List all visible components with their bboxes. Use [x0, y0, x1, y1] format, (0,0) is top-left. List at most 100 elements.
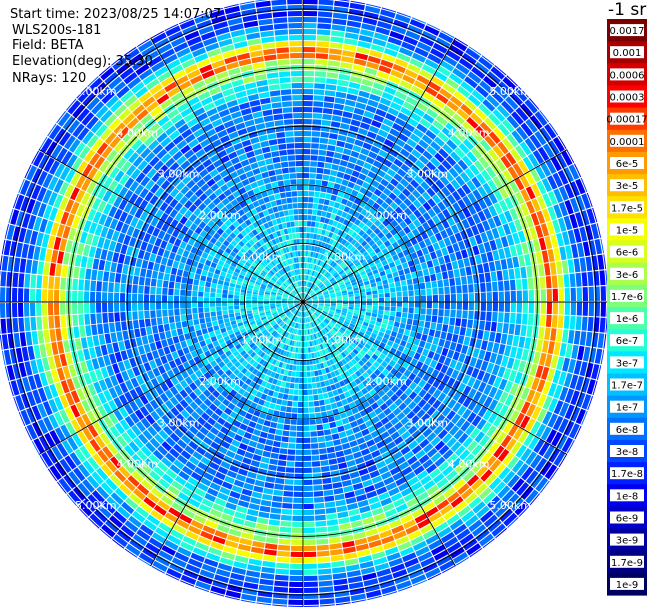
data-cell: [294, 302, 299, 304]
data-cell: [432, 294, 438, 302]
data-cell: [403, 226, 411, 235]
data-cell: [168, 507, 181, 518]
data-cell: [287, 345, 292, 352]
data-cell: [324, 295, 330, 298]
data-cell: [294, 300, 299, 302]
data-cell: [390, 306, 396, 312]
data-cell: [430, 141, 441, 152]
data-cell: [303, 306, 305, 311]
data-cell: [298, 317, 301, 323]
data-cell: [280, 329, 285, 335]
data-cell: [483, 351, 492, 362]
data-cell: [348, 253, 355, 259]
data-cell: [165, 410, 176, 421]
data-cell: [498, 378, 508, 391]
data-cell: [360, 473, 371, 482]
data-cell: [259, 310, 265, 314]
data-cell: [303, 359, 307, 365]
data-cell: [222, 289, 228, 295]
data-cell: [399, 256, 407, 264]
data-cell: [528, 436, 540, 450]
data-cell: [323, 429, 332, 436]
data-cell: [244, 346, 251, 353]
data-cell: [446, 541, 462, 554]
data-cell: [544, 354, 553, 368]
data-cell: [509, 245, 517, 257]
data-cell: [277, 460, 287, 467]
data-cell: [367, 171, 376, 179]
data-cell: [208, 368, 216, 376]
data-cell: [435, 179, 445, 190]
data-cell: [137, 249, 145, 259]
data-cell: [330, 548, 343, 556]
data-cell: [371, 313, 378, 318]
data-cell: [525, 375, 535, 389]
data-cell: [313, 271, 317, 277]
data-cell: [378, 331, 385, 338]
data-cell: [61, 327, 68, 340]
data-cell: [360, 292, 366, 296]
data-cell: [299, 311, 302, 317]
data-cell: [328, 331, 334, 337]
data-cell: [135, 337, 143, 347]
data-cell: [291, 371, 296, 377]
data-cell: [360, 167, 370, 176]
data-cell: [318, 580, 333, 587]
data-cell: [282, 430, 290, 437]
data-cell: [303, 112, 313, 119]
data-cell: [30, 230, 39, 245]
data-cell: [146, 269, 153, 278]
data-cell: [258, 302, 264, 305]
data-cell: [305, 287, 308, 293]
data-cell: [259, 431, 268, 439]
data-cell: [515, 191, 525, 205]
data-cell: [384, 421, 393, 430]
data-cell: [336, 140, 346, 148]
data-cell: [246, 304, 252, 308]
data-cell: [247, 339, 254, 346]
data-cell: [495, 159, 507, 172]
data-cell: [73, 326, 80, 339]
data-cell: [416, 123, 428, 134]
data-cell: [422, 201, 432, 211]
data-cell: [310, 328, 314, 334]
data-cell: [210, 306, 216, 312]
data-cell: [333, 578, 348, 586]
data-cell: [346, 162, 356, 170]
data-cell: [511, 130, 524, 144]
data-cell: [276, 299, 282, 301]
data-cell: [586, 208, 596, 224]
data-cell: [400, 416, 410, 426]
data-cell: [311, 245, 315, 252]
data-cell: [91, 324, 98, 336]
data-cell: [306, 299, 312, 302]
data-cell: [457, 505, 471, 518]
data-cell: [347, 288, 353, 293]
data-cell: [313, 258, 317, 264]
data-cell: [63, 340, 71, 353]
data-cell: [524, 337, 532, 350]
data-cell: [380, 123, 391, 133]
data-cell: [314, 370, 319, 376]
data-cell: [156, 294, 162, 302]
data-cell: [224, 377, 233, 385]
data-cell: [277, 348, 282, 355]
data-cell: [532, 239, 541, 252]
data-cell: [408, 307, 414, 314]
data-cell: [109, 322, 116, 333]
data-cell: [331, 344, 337, 350]
data-cell: [185, 376, 193, 385]
data-cell: [332, 408, 340, 415]
data-cell: [354, 488, 366, 496]
data-cell: [298, 329, 301, 335]
data-cell: [190, 350, 198, 358]
data-cell: [368, 411, 377, 419]
data-cell: [279, 387, 285, 393]
data-cell: [83, 498, 97, 512]
data-cell: [198, 384, 207, 393]
data-cell: [345, 167, 353, 175]
data-cell: [303, 467, 312, 473]
data-cell: [443, 279, 450, 287]
data-cell: [83, 220, 92, 233]
data-cell: [209, 331, 216, 338]
